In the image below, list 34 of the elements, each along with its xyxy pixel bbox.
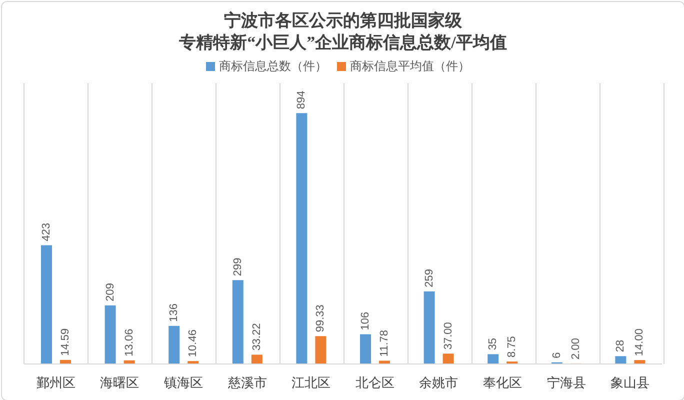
data-label: 99.33	[314, 304, 327, 332]
data-label: 423	[40, 222, 52, 242]
x-tick-label: 江北区	[292, 375, 331, 390]
legend-label: 商标信息平均值（件）	[350, 59, 470, 73]
x-tick-label: 余姚市	[419, 375, 458, 390]
data-label: 8.75	[506, 336, 518, 358]
legend-label: 商标信息总数（件）	[219, 59, 327, 73]
x-tick-label: 慈溪市	[226, 375, 267, 390]
x-tick-label: 北仑区	[355, 375, 394, 390]
data-label: 14.59	[60, 328, 72, 356]
chart-title: 宁波市各区公示的第四批国家级	[223, 10, 463, 32]
x-tick-label: 镇海区	[163, 375, 203, 390]
x-tick-label: 象山县	[610, 375, 650, 390]
data-label: 35	[487, 338, 500, 350]
data-label: 209	[104, 282, 116, 302]
data-label: 259	[423, 268, 436, 288]
data-label: 299	[232, 258, 244, 276]
data-label: 13.06	[123, 328, 136, 356]
data-label: 106	[360, 312, 372, 330]
x-tick-label: 宁海县	[546, 375, 586, 390]
data-label: 11.78	[378, 330, 390, 357]
data-label: 37.00	[442, 322, 454, 350]
data-label: 136	[168, 303, 180, 322]
x-tick-label: 奉化区	[483, 375, 522, 390]
data-label: 6	[550, 352, 563, 358]
data-label: 28	[614, 340, 627, 352]
x-tick-label: 海曙区	[100, 375, 140, 390]
data-label: 894	[296, 90, 308, 110]
data-label: 33.22	[250, 323, 263, 351]
data-label: 14.00	[634, 328, 646, 356]
data-label: 2.00	[570, 338, 582, 360]
chart-subtitle: 专精特新“小巨人”企业商标信息总数/平均值	[178, 32, 508, 54]
x-tick-label: 鄞州区	[36, 375, 76, 390]
data-label: 10.46	[187, 330, 200, 358]
